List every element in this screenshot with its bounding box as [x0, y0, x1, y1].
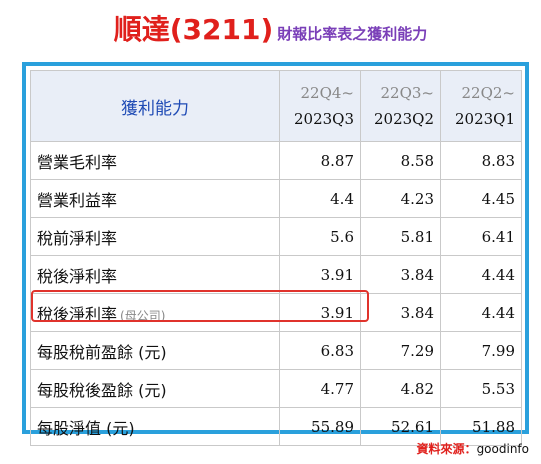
row-label: 稅後淨利率 (母公司)	[30, 293, 280, 332]
row-label: 每股淨值 (元)	[30, 407, 280, 446]
table-header-row: 獲利能力 22Q4~ 2023Q3 22Q3~ 2023Q2 22Q2~ 202…	[30, 70, 522, 142]
cell-value: 7.99	[440, 331, 522, 370]
cell-value: 7.29	[360, 331, 441, 370]
cell-value: 5.53	[440, 369, 522, 408]
report-subtitle: 財報比率表之獲利能力	[277, 25, 428, 43]
cell-value: 4.44	[440, 255, 522, 294]
cell-value: 3.91	[279, 293, 361, 332]
cell-value: 4.45	[440, 179, 522, 218]
cell-value: 4.4	[279, 179, 361, 218]
company-name: 順達(3211)	[113, 13, 274, 46]
row-label-text: 營業毛利率	[37, 152, 118, 172]
report-title: 順達(3211) 財報比率表之獲利能力	[0, 8, 541, 48]
row-label: 稅前淨利率	[30, 217, 280, 256]
row-label-text: 稅後淨利率	[37, 266, 118, 286]
cell-value: 8.58	[360, 141, 441, 180]
cell-value: 8.87	[279, 141, 361, 180]
table-row: 每股稅前盈餘 (元) 6.83 7.29 7.99	[30, 331, 522, 370]
table-row: 稅後淨利率 3.91 3.84 4.44	[30, 255, 522, 294]
period-quarter: 2023Q2	[373, 110, 434, 128]
table-row: 營業毛利率 8.87 8.58 8.83	[30, 141, 522, 180]
period-quarter: 2023Q1	[454, 110, 515, 128]
row-label-text: 每股稅後盈餘 (元)	[37, 380, 167, 400]
period-range: 22Q4~	[300, 84, 355, 102]
source-name: goodinfo	[476, 442, 529, 456]
table-row: 每股淨值 (元) 55.89 52.61 51.88	[30, 407, 522, 446]
row-label: 每股稅前盈餘 (元)	[30, 331, 280, 370]
cell-value: 4.82	[360, 369, 441, 408]
row-label-note: (母公司)	[120, 308, 166, 323]
column-header-period: 22Q3~ 2023Q2	[360, 70, 441, 142]
cell-value: 3.91	[279, 255, 361, 294]
source-credit: 資料來源：goodinfo	[417, 440, 529, 457]
row-label: 每股稅後盈餘 (元)	[30, 369, 280, 408]
table-frame: 獲利能力 22Q4~ 2023Q3 22Q3~ 2023Q2 22Q2~ 202…	[22, 62, 529, 446]
table-row: 每股稅後盈餘 (元) 4.77 4.82 5.53	[30, 369, 522, 408]
cell-value: 6.41	[440, 217, 522, 256]
cell-value: 3.84	[360, 293, 441, 332]
source-label: 資料來源：	[416, 442, 477, 456]
cell-value: 51.88	[440, 407, 522, 446]
row-label-text: 稅前淨利率	[37, 228, 118, 248]
column-header-period: 22Q2~ 2023Q1	[440, 70, 522, 142]
row-label-text: 營業利益率	[37, 190, 118, 210]
cell-value: 6.83	[279, 331, 361, 370]
cell-value: 3.84	[360, 255, 441, 294]
table-row: 稅前淨利率 5.6 5.81 6.41	[30, 217, 522, 256]
cell-value: 4.77	[279, 369, 361, 408]
cell-value: 5.6	[279, 217, 361, 256]
row-label-text: 每股稅前盈餘 (元)	[37, 342, 167, 362]
row-label: 營業利益率	[30, 179, 280, 218]
period-range: 22Q3~	[380, 84, 435, 102]
cell-value: 4.44	[440, 293, 522, 332]
cell-value: 55.89	[279, 407, 361, 446]
row-label: 稅後淨利率	[30, 255, 280, 294]
table-row-highlighted: 稅後淨利率 (母公司) 3.91 3.84 4.44	[30, 293, 522, 332]
cell-value: 4.23	[360, 179, 441, 218]
period-range: 22Q2~	[461, 84, 516, 102]
row-label-text: 稅後淨利率	[37, 304, 118, 324]
column-header-period: 22Q4~ 2023Q3	[279, 70, 361, 142]
cell-value: 8.83	[440, 141, 522, 180]
table-row: 營業利益率 4.4 4.23 4.45	[30, 179, 522, 218]
column-header-label: 獲利能力	[30, 70, 280, 142]
period-quarter: 2023Q3	[293, 110, 354, 128]
cell-value: 5.81	[360, 217, 441, 256]
profitability-table: 獲利能力 22Q4~ 2023Q3 22Q3~ 2023Q2 22Q2~ 202…	[30, 70, 522, 446]
row-label-text: 每股淨值 (元)	[37, 418, 135, 438]
row-label: 營業毛利率	[30, 141, 280, 180]
